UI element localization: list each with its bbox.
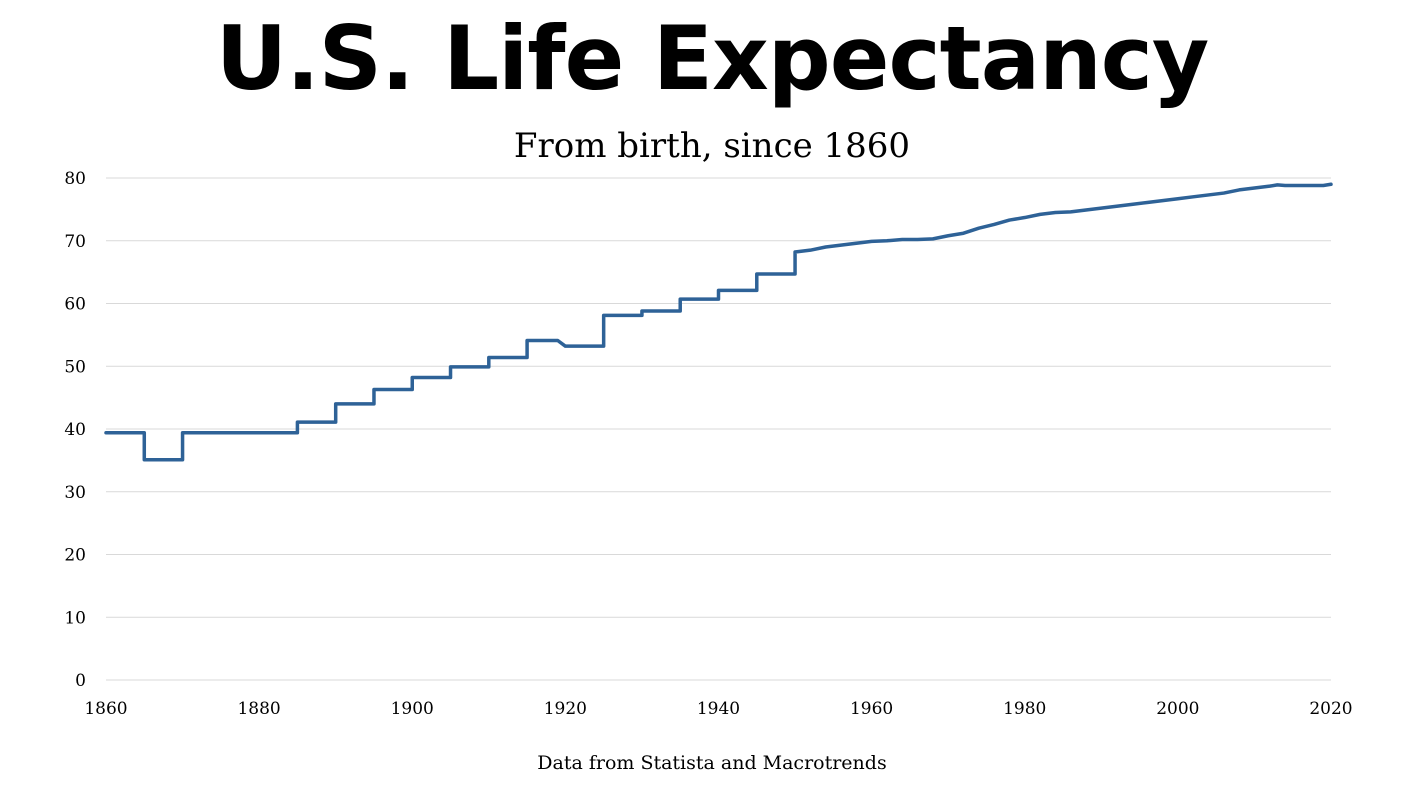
x-tick-label-1980: 1980 bbox=[1003, 699, 1046, 719]
x-tick-label-1960: 1960 bbox=[850, 699, 893, 719]
y-tick-label-20: 20 bbox=[64, 546, 86, 566]
x-tick-label-1920: 1920 bbox=[544, 699, 587, 719]
series-line-0 bbox=[104, 182, 1333, 462]
x-tick-label-1880: 1880 bbox=[237, 699, 280, 719]
tick-labels: 0 10 20 30 40 50 60 70 80 1860 1880 1900 1920 1940 196… bbox=[64, 169, 1352, 719]
y-tick-label-60: 60 bbox=[64, 295, 86, 315]
x-tick-label-1860: 1860 bbox=[84, 699, 127, 719]
gridlines bbox=[106, 177, 1331, 618]
x-tick-label-2000: 2000 bbox=[1156, 699, 1199, 719]
x-tick-label-2020: 2020 bbox=[1309, 699, 1352, 719]
x-tick-label-1940: 1940 bbox=[697, 699, 740, 719]
y-tick-label-40: 40 bbox=[64, 420, 86, 440]
source-note: Data from Statista and Macrotrends bbox=[537, 752, 887, 774]
y-tick-label-80: 80 bbox=[64, 169, 86, 189]
y-tick-label-30: 30 bbox=[64, 483, 86, 503]
series bbox=[104, 182, 1333, 462]
x-tick-label-1900: 1900 bbox=[391, 699, 434, 719]
y-tick-label-50: 50 bbox=[64, 357, 86, 377]
chart-subtitle: From birth, since 1860 bbox=[513, 126, 911, 166]
y-tick-label-10: 10 bbox=[64, 608, 86, 628]
chart-title: U.S. Life Expectancy bbox=[215, 7, 1210, 110]
y-tick-label-70: 70 bbox=[64, 232, 86, 252]
y-tick-label-0: 0 bbox=[75, 671, 86, 691]
